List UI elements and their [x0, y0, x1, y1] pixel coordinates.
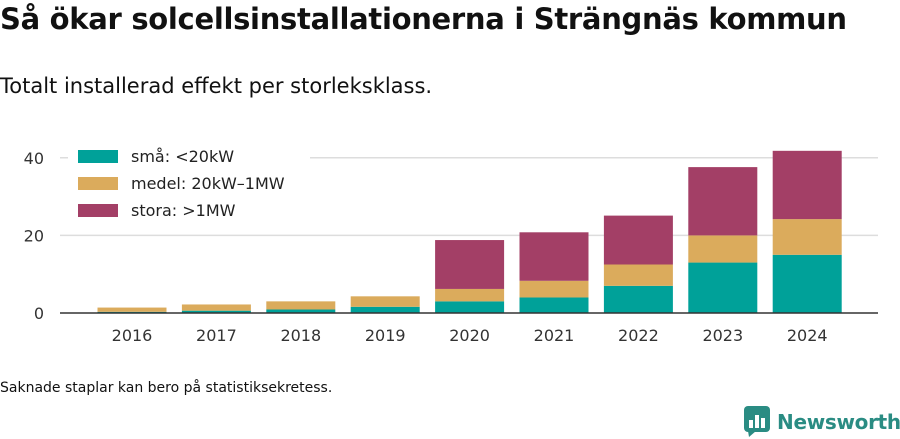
- legend-label-2: stora: >1MW: [131, 201, 236, 220]
- bar-2021-series-0: [519, 297, 589, 313]
- x-tick-label: 2021: [534, 326, 575, 345]
- axes: 0 20 40 2016 2017 2018 2019 2020 2021 2022 2023 202…: [24, 149, 878, 345]
- bar-2018-series-1: [266, 301, 336, 310]
- brand-logo: Newsworthy: [744, 406, 900, 438]
- x-tick-label: 2017: [196, 326, 237, 345]
- x-tick-label: 2020: [449, 326, 490, 345]
- chart-subtitle: Totalt installerad effekt per storlekskl…: [0, 74, 433, 98]
- bar-2020-series-2: [435, 240, 505, 289]
- x-tick-label: 2018: [280, 326, 321, 345]
- bar-2024-series-2: [772, 150, 842, 220]
- bar-2019-series-0: [350, 306, 420, 313]
- x-tick-label: 2023: [702, 326, 743, 345]
- bar-2023-series-0: [688, 262, 758, 313]
- y-tick-label: 0: [34, 304, 44, 323]
- legend: små: <20kW medel: 20kW–1MW stora: >1MW: [68, 143, 310, 225]
- bar-2019-series-1: [350, 296, 420, 307]
- brand-name: Newsworthy: [777, 410, 900, 434]
- bar-2022-series-2: [603, 215, 673, 265]
- bar-2016-series-1: [97, 307, 167, 312]
- footnote: Saknade staplar kan bero på statistiksek…: [0, 380, 333, 396]
- bar-2023-series-2: [688, 167, 758, 236]
- legend-swatch-0: [78, 150, 118, 163]
- bar-2022-series-0: [603, 285, 673, 313]
- bar-2017-series-0: [181, 310, 251, 313]
- stacked-bar-chart: 0 20 40 2016 2017 2018 2019 2020 2021 2022 2023 202…: [23, 143, 878, 345]
- bar-2023-series-1: [688, 235, 758, 263]
- bar-2021-series-1: [519, 280, 589, 298]
- bar-2024-series-1: [772, 219, 842, 255]
- bar-2017-series-1: [181, 304, 251, 311]
- legend-swatch-2: [78, 204, 118, 217]
- x-tick-label: 2024: [787, 326, 828, 345]
- legend-label-0: små: <20kW: [131, 147, 234, 166]
- x-tick-label: 2022: [618, 326, 659, 345]
- x-tick-label: 2016: [112, 326, 153, 345]
- legend-swatch-1: [78, 177, 118, 190]
- y-tick-label: 40: [24, 149, 44, 168]
- bar-2018-series-0: [266, 309, 336, 313]
- bar-2020-series-1: [435, 288, 505, 302]
- y-tick-label: 20: [24, 226, 44, 245]
- newsworthy-logo-icon: [744, 406, 770, 437]
- bar-2021-series-2: [519, 232, 589, 281]
- legend-label-1: medel: 20kW–1MW: [131, 174, 285, 193]
- bars: [97, 150, 842, 313]
- chart-title: Så ökar solcellsinstallationerna i Strän…: [0, 2, 847, 36]
- x-tick-label: 2019: [365, 326, 406, 345]
- bar-2022-series-1: [603, 264, 673, 286]
- bar-2024-series-0: [772, 254, 842, 313]
- bar-2020-series-0: [435, 301, 505, 313]
